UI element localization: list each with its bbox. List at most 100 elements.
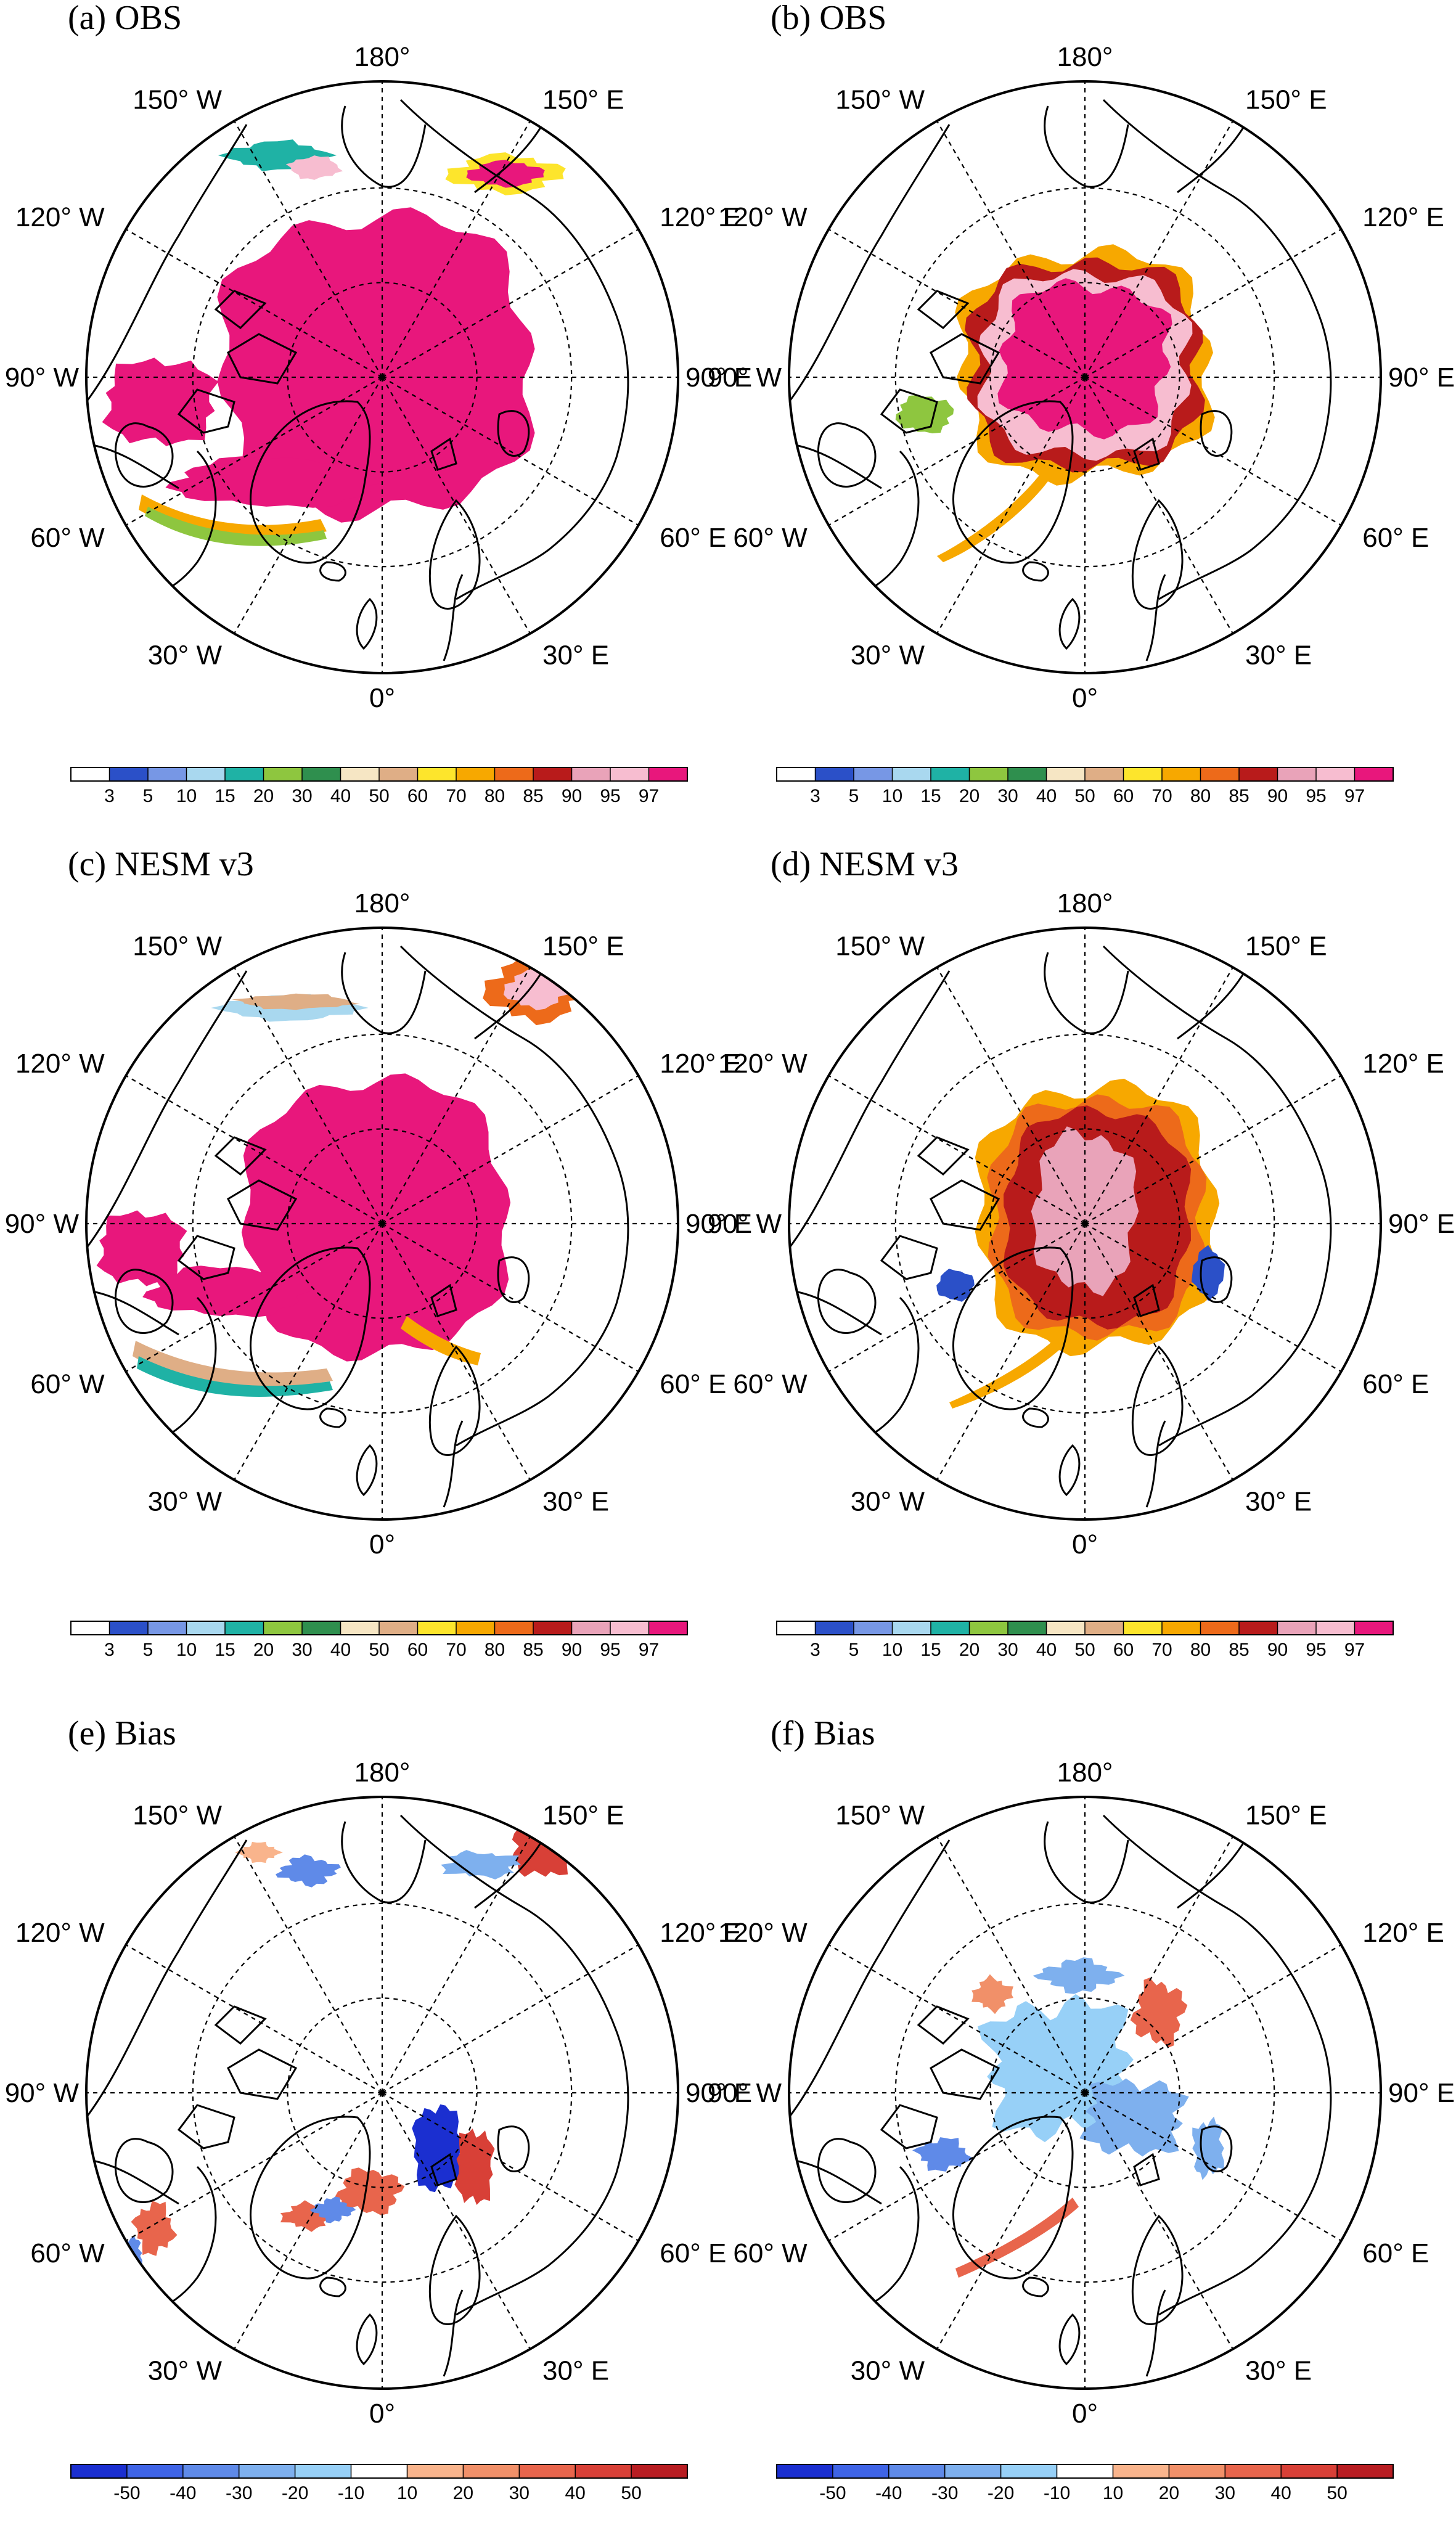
colorbar-tick-label: 5 [849,786,859,806]
colorbar-tick-label: 85 [1229,786,1249,806]
colorbar-swatch [892,1621,931,1635]
colorbar-swatch [148,1621,187,1635]
map-area [86,1797,678,2389]
map-boundary [85,80,679,674]
colorbar-swatch [832,2464,890,2478]
panel-a: (a) OBS 180° 150° E 120° E 90° E 60° E 30° E 0°… [5,0,752,713]
longitude-label: 150° E [542,1801,624,1831]
longitude-label: 60° E [1362,2238,1429,2268]
colorbar-swatch [1113,2464,1169,2478]
colorbar-tick-label: 80 [485,786,505,806]
colorbar-tick-label: 80 [1190,1640,1211,1660]
colorbar-swatch [533,1621,572,1635]
colorbar-tick-label: 10 [882,786,902,806]
colorbar-tick-label: 30 [997,1640,1018,1660]
colorbar-tick-label: -20 [282,2483,308,2503]
colorbar-tick-label: 3 [810,1640,820,1660]
map-boundary [788,80,1382,674]
graticule [86,1797,678,2389]
longitude-label: 150° E [1245,931,1327,962]
colorbar-tick-label: 20 [959,1640,980,1660]
colorbar-tick-label: 10 [176,786,197,806]
longitude-label: 60° W [733,523,808,553]
bias-colorbar: -50 -40 -30 -20 -10 10 20 30 40 50 [70,2464,688,2503]
concentration-colorbar: 3 5 10 15 20 30 40 50 60 70 80 85 90 95 97 [776,767,1394,806]
colorbar-tick-label: 40 [1271,2483,1291,2503]
longitude-label: 60° E [1362,523,1429,553]
colorbar-swatch [1123,1621,1163,1635]
colorbar-swatch [71,1621,110,1635]
colorbar-swatch [1200,1621,1240,1635]
colorbar-tick-label: 40 [565,2483,586,2503]
longitude-label: 150° W [835,85,925,115]
panel-f: (f) Bias 180° 150° E 120° E 90° E 60° E 30° E 0… [708,1714,1455,2429]
colorbar-tick-label: 95 [600,1640,620,1660]
colorbar-tick-label: 80 [485,1640,505,1660]
map-boundary [788,926,1382,1521]
sea-ice-field [936,1078,1225,1409]
colorbar-tick-label: 85 [1229,1640,1249,1660]
colorbar-swatch [969,1621,1008,1635]
colorbar-swatch [1354,1621,1394,1635]
colorbar-tick-label: 10 [397,2483,417,2503]
longitude-label: 0° [1072,1529,1098,1560]
longitude-label: 120° E [1362,1049,1444,1079]
longitude-label: 30° W [851,1486,925,1516]
longitude-label: 180° [354,1757,410,1788]
colorbar-swatch [148,767,187,781]
longitude-label: 150° E [1245,1801,1327,1831]
longitude-label: 90° E [1388,2078,1455,2108]
colorbar-swatch [71,767,110,781]
colorbar-tick-label: 20 [453,2483,473,2503]
colorbar-swatch [379,1621,418,1635]
longitude-label: 30° W [148,2355,223,2386]
panel-b: (b) OBS 180° 150° E 120° E 90° E 60° E 30° E 0°… [708,0,1455,713]
colorbar-tick-label: 30 [292,1640,312,1660]
longitude-label: 150° E [1245,85,1327,115]
colorbar-swatch [777,2464,833,2478]
colorbar-tick-label: -10 [338,2483,364,2503]
colorbar-tick-label: 20 [1159,2483,1179,2503]
colorbar-swatch [463,2464,520,2478]
colorbar-tick-label: 95 [1306,1640,1326,1660]
longitude-label: 90° W [5,362,80,393]
longitude-label: 150° W [133,1801,222,1831]
colorbar-swatch [815,1621,854,1635]
colorbar-tick-label: 60 [1113,786,1134,806]
colorbar-swatch [494,767,534,781]
colorbar-swatch [777,767,816,781]
colorbar-swatch [417,767,457,781]
colorbar-tick-label: -20 [988,2483,1014,2503]
graticule [86,928,678,1520]
graticule [789,1797,1381,2389]
longitude-label: 90° E [685,362,752,393]
panel-title: (c) NESM v3 [68,845,254,883]
longitude-label: 120° E [660,202,742,232]
colorbar-tick-label: 30 [509,2483,530,2503]
colorbar-swatch [1277,767,1317,781]
colorbar-swatch [571,1621,611,1635]
colorbar-tick-label: 97 [1344,1640,1365,1660]
colorbar-tick-label: 70 [1151,786,1172,806]
colorbar-tick-label: 80 [1190,786,1211,806]
longitude-label: 60° W [733,2238,808,2268]
longitude-label: 120° W [718,202,808,232]
colorbar-swatch [340,767,380,781]
longitude-label: 120° W [15,202,105,232]
colorbar-tick-label: 15 [920,1640,941,1660]
longitude-label: 90° E [1388,1209,1455,1239]
colorbar-swatch [225,1621,264,1635]
graticule [86,81,678,673]
colorbar-swatch [777,1621,816,1635]
colorbar-swatch [379,767,418,781]
longitude-label: 60° E [660,523,726,553]
colorbar-swatch [888,2464,946,2478]
map-area [789,81,1381,673]
longitude-label: 60° E [660,1369,726,1399]
colorbar-tick-label: -10 [1044,2483,1070,2503]
longitude-label: 150° W [133,85,222,115]
colorbar-swatch [533,767,572,781]
longitude-label: 0° [1072,2399,1098,2429]
colorbar-swatch [109,767,149,781]
panel-title: (f) Bias [771,1714,875,1753]
